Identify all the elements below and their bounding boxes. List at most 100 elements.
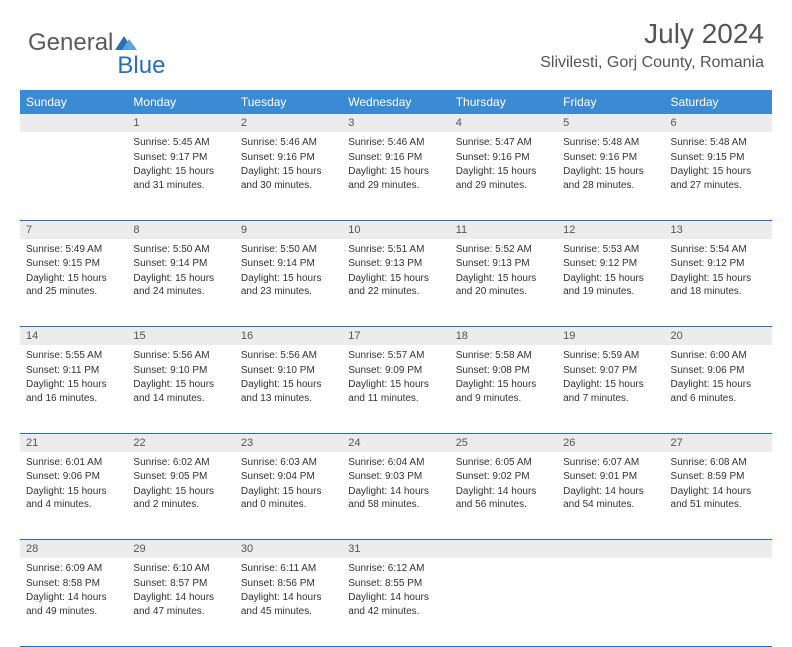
sunset-text: Sunset: 9:15 PM <box>26 257 121 271</box>
sunset-text: Sunset: 8:55 PM <box>348 577 443 591</box>
week-row: Sunrise: 5:45 AMSunset: 9:17 PMDaylight:… <box>20 132 772 220</box>
daylight-text: Daylight: 14 hours and 49 minutes. <box>26 591 121 618</box>
day-cell: Sunrise: 6:11 AMSunset: 8:56 PMDaylight:… <box>235 558 342 646</box>
daylight-text: Daylight: 15 hours and 24 minutes. <box>133 272 228 299</box>
day-number-cell: 21 <box>20 433 127 452</box>
sunrise-text: Sunrise: 5:48 AM <box>671 136 766 150</box>
sunrise-text: Sunrise: 5:47 AM <box>456 136 551 150</box>
day-cell: Sunrise: 5:56 AMSunset: 9:10 PMDaylight:… <box>235 345 342 433</box>
day-number-cell: 7 <box>20 220 127 239</box>
day-number-cell: 6 <box>665 114 772 132</box>
day-number-cell: 20 <box>665 327 772 346</box>
sunrise-text: Sunrise: 5:52 AM <box>456 243 551 257</box>
daylight-text: Daylight: 15 hours and 7 minutes. <box>563 378 658 405</box>
sunset-text: Sunset: 9:12 PM <box>671 257 766 271</box>
day-number-cell: 22 <box>127 433 234 452</box>
day-cell: Sunrise: 6:00 AMSunset: 9:06 PMDaylight:… <box>665 345 772 433</box>
day-header: Wednesday <box>342 90 449 114</box>
daylight-text: Daylight: 15 hours and 0 minutes. <box>241 485 336 512</box>
sunrise-text: Sunrise: 5:53 AM <box>563 243 658 257</box>
day-cell: Sunrise: 6:05 AMSunset: 9:02 PMDaylight:… <box>450 452 557 540</box>
day-number-cell: 28 <box>20 540 127 559</box>
daylight-text: Daylight: 15 hours and 6 minutes. <box>671 378 766 405</box>
location-text: Slivilesti, Gorj County, Romania <box>540 54 764 72</box>
daylight-text: Daylight: 14 hours and 45 minutes. <box>241 591 336 618</box>
sunrise-text: Sunrise: 5:59 AM <box>563 349 658 363</box>
sunset-text: Sunset: 9:02 PM <box>456 470 551 484</box>
sunrise-text: Sunrise: 5:56 AM <box>241 349 336 363</box>
sunset-text: Sunset: 9:16 PM <box>456 151 551 165</box>
sunset-text: Sunset: 9:11 PM <box>26 364 121 378</box>
sunrise-text: Sunrise: 5:57 AM <box>348 349 443 363</box>
sunrise-text: Sunrise: 6:05 AM <box>456 456 551 470</box>
sunset-text: Sunset: 9:06 PM <box>26 470 121 484</box>
daylight-text: Daylight: 15 hours and 11 minutes. <box>348 378 443 405</box>
day-cell: Sunrise: 6:07 AMSunset: 9:01 PMDaylight:… <box>557 452 664 540</box>
day-number-cell: 29 <box>127 540 234 559</box>
daylight-text: Daylight: 15 hours and 30 minutes. <box>241 165 336 192</box>
day-header: Thursday <box>450 90 557 114</box>
daylight-text: Daylight: 15 hours and 18 minutes. <box>671 272 766 299</box>
day-cell: Sunrise: 5:47 AMSunset: 9:16 PMDaylight:… <box>450 132 557 220</box>
logo-text-blue: Blue <box>117 52 165 80</box>
daylight-text: Daylight: 15 hours and 31 minutes. <box>133 165 228 192</box>
logo: General Blue <box>28 18 165 68</box>
day-cell: Sunrise: 5:48 AMSunset: 9:16 PMDaylight:… <box>557 132 664 220</box>
sunrise-text: Sunrise: 5:56 AM <box>133 349 228 363</box>
sunrise-text: Sunrise: 5:58 AM <box>456 349 551 363</box>
day-number-cell: 18 <box>450 327 557 346</box>
sunrise-text: Sunrise: 5:46 AM <box>241 136 336 150</box>
daylight-text: Daylight: 15 hours and 19 minutes. <box>563 272 658 299</box>
week-row: Sunrise: 5:49 AMSunset: 9:15 PMDaylight:… <box>20 239 772 327</box>
day-cell: Sunrise: 5:46 AMSunset: 9:16 PMDaylight:… <box>235 132 342 220</box>
title-block: July 2024 Slivilesti, Gorj County, Roman… <box>540 18 764 72</box>
day-header: Tuesday <box>235 90 342 114</box>
sunrise-text: Sunrise: 6:03 AM <box>241 456 336 470</box>
sunrise-text: Sunrise: 6:04 AM <box>348 456 443 470</box>
day-number-cell: 26 <box>557 433 664 452</box>
day-header: Friday <box>557 90 664 114</box>
sunrise-text: Sunrise: 5:51 AM <box>348 243 443 257</box>
daynum-row: 14151617181920 <box>20 327 772 346</box>
day-cell: Sunrise: 5:50 AMSunset: 9:14 PMDaylight:… <box>235 239 342 327</box>
sunset-text: Sunset: 8:58 PM <box>26 577 121 591</box>
day-number-cell: 25 <box>450 433 557 452</box>
sunset-text: Sunset: 9:03 PM <box>348 470 443 484</box>
sunset-text: Sunset: 9:13 PM <box>348 257 443 271</box>
sunrise-text: Sunrise: 5:45 AM <box>133 136 228 150</box>
day-number-cell: 19 <box>557 327 664 346</box>
daylight-text: Daylight: 15 hours and 29 minutes. <box>456 165 551 192</box>
day-cell: Sunrise: 6:02 AMSunset: 9:05 PMDaylight:… <box>127 452 234 540</box>
day-number-cell: 1 <box>127 114 234 132</box>
sunset-text: Sunset: 9:16 PM <box>563 151 658 165</box>
daynum-row: 28293031 <box>20 540 772 559</box>
day-cell: Sunrise: 6:08 AMSunset: 8:59 PMDaylight:… <box>665 452 772 540</box>
page-title: July 2024 <box>540 18 764 50</box>
daylight-text: Daylight: 15 hours and 14 minutes. <box>133 378 228 405</box>
sunrise-text: Sunrise: 6:11 AM <box>241 562 336 576</box>
daylight-text: Daylight: 14 hours and 56 minutes. <box>456 485 551 512</box>
daylight-text: Daylight: 15 hours and 20 minutes. <box>456 272 551 299</box>
calendar-table: SundayMondayTuesdayWednesdayThursdayFrid… <box>20 90 772 647</box>
day-header: Monday <box>127 90 234 114</box>
sunset-text: Sunset: 9:01 PM <box>563 470 658 484</box>
day-number-cell: 3 <box>342 114 449 132</box>
sunset-text: Sunset: 9:15 PM <box>671 151 766 165</box>
day-cell <box>665 558 772 646</box>
daynum-row: 21222324252627 <box>20 433 772 452</box>
sunrise-text: Sunrise: 6:02 AM <box>133 456 228 470</box>
day-cell: Sunrise: 5:55 AMSunset: 9:11 PMDaylight:… <box>20 345 127 433</box>
logo-text-general: General <box>28 29 113 57</box>
sunrise-text: Sunrise: 6:12 AM <box>348 562 443 576</box>
sunset-text: Sunset: 9:06 PM <box>671 364 766 378</box>
week-row: Sunrise: 5:55 AMSunset: 9:11 PMDaylight:… <box>20 345 772 433</box>
daylight-text: Daylight: 14 hours and 51 minutes. <box>671 485 766 512</box>
day-cell: Sunrise: 5:46 AMSunset: 9:16 PMDaylight:… <box>342 132 449 220</box>
day-cell: Sunrise: 5:51 AMSunset: 9:13 PMDaylight:… <box>342 239 449 327</box>
logo-triangle-icon <box>115 34 137 52</box>
day-number-cell <box>450 540 557 559</box>
day-number-cell <box>665 540 772 559</box>
daynum-row: 123456 <box>20 114 772 132</box>
sunset-text: Sunset: 8:59 PM <box>671 470 766 484</box>
daynum-row: 78910111213 <box>20 220 772 239</box>
